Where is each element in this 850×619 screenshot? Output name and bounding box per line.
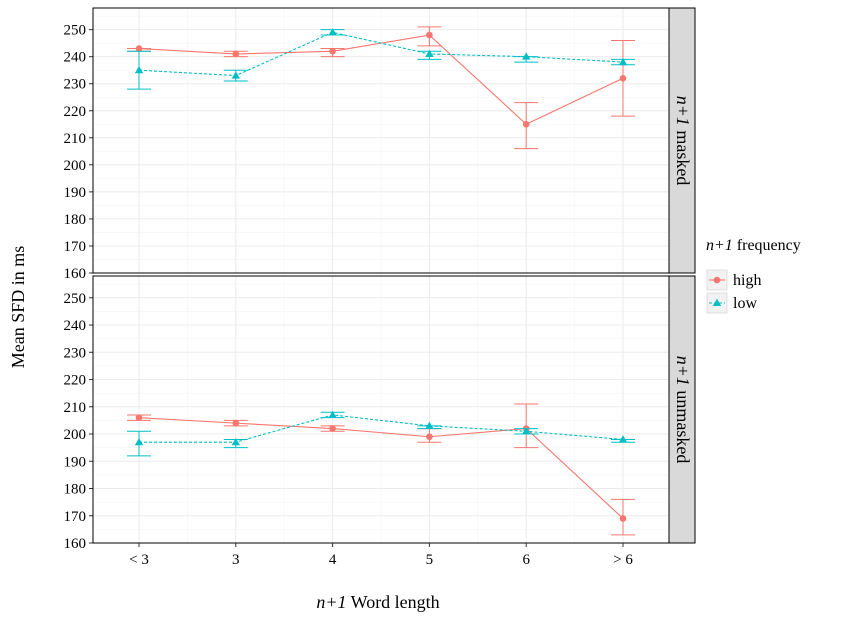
data-point-low bbox=[231, 437, 240, 446]
data-point-high bbox=[426, 433, 433, 441]
data-point-low bbox=[134, 437, 144, 446]
legend-item-high: high bbox=[706, 269, 761, 291]
y-tick-label: 230 bbox=[64, 345, 87, 361]
x-tick-label: 5 bbox=[426, 552, 434, 568]
data-point-high bbox=[232, 419, 240, 427]
legend-title: n+1 frequency bbox=[706, 237, 801, 254]
strip-background bbox=[668, 275, 696, 544]
panel-0: 160 170 180 190 200 210 220 230 240 250 n+1 masked bbox=[64, 7, 696, 282]
y-tick-label: 170 bbox=[64, 239, 87, 255]
x-tick-label: < 3 bbox=[129, 552, 149, 568]
data-point-high bbox=[329, 425, 336, 432]
data-point-low bbox=[328, 410, 337, 418]
legend-label-low: low bbox=[733, 295, 757, 312]
data-point-low bbox=[231, 71, 240, 79]
x-axis-title-italic: n+1 bbox=[316, 592, 346, 612]
legend: n+1 frequency high low bbox=[706, 237, 801, 314]
data-point-high bbox=[329, 47, 336, 55]
y-tick-label: 180 bbox=[64, 482, 87, 498]
legend-title-italic: n+1 bbox=[706, 237, 733, 254]
data-point-low bbox=[522, 427, 531, 435]
data-point-high bbox=[135, 414, 143, 421]
legend-label-high: high bbox=[733, 272, 761, 289]
data-point-high bbox=[426, 31, 433, 39]
data-point-low bbox=[618, 435, 628, 443]
y-tick-label: 190 bbox=[64, 185, 87, 201]
x-tick-label: 3 bbox=[232, 552, 240, 568]
x-tick-label: 4 bbox=[329, 552, 337, 568]
strip-label-rest: masked bbox=[673, 126, 693, 185]
y-tick-label: 250 bbox=[64, 23, 87, 39]
legend-item-low: low bbox=[706, 292, 757, 314]
strip-background bbox=[668, 7, 696, 274]
strip-label-italic: n+1 bbox=[673, 96, 693, 126]
series-line-low bbox=[138, 31, 624, 77]
series-line-high bbox=[138, 417, 624, 519]
data-point-high bbox=[135, 45, 143, 52]
x-tick-label: > 6 bbox=[613, 552, 633, 568]
y-axis-title: Mean SFD in ms bbox=[8, 246, 28, 369]
y-tick-label: 230 bbox=[64, 77, 87, 93]
legend-title-rest: frequency bbox=[733, 237, 801, 254]
panel-1: 160 170 180 190 200 210 220 230 240 250 n+1 unmask… bbox=[64, 275, 696, 552]
y-tick-label: 220 bbox=[64, 104, 87, 120]
y-tick-label: 240 bbox=[64, 50, 87, 66]
y-tick-label: 220 bbox=[64, 373, 87, 389]
y-tick-label: 190 bbox=[64, 454, 87, 470]
y-tick-label: 210 bbox=[64, 400, 87, 416]
y-tick-label: 240 bbox=[64, 318, 87, 334]
data-point-high bbox=[522, 120, 530, 128]
y-tick-label: 200 bbox=[64, 158, 87, 174]
strip-label: n+1 unmasked bbox=[673, 356, 693, 464]
y-tick-label: 250 bbox=[64, 291, 87, 307]
data-point-low bbox=[425, 49, 434, 57]
series-line-low bbox=[139, 414, 624, 443]
y-tick-label: 160 bbox=[64, 536, 87, 552]
strip-label: n+1 masked bbox=[673, 96, 693, 186]
data-point-high bbox=[619, 75, 627, 82]
legend-key-marker bbox=[713, 276, 721, 284]
legend-key-marker bbox=[712, 298, 722, 306]
data-point-low bbox=[522, 52, 531, 60]
y-tick-label: 170 bbox=[64, 509, 87, 525]
y-tick-label: 160 bbox=[64, 266, 87, 282]
data-point-low bbox=[134, 65, 144, 74]
x-axis-title: n+1 Word length bbox=[316, 592, 439, 612]
data-point-low bbox=[618, 57, 628, 66]
x-axis-title-rest: Word length bbox=[346, 592, 439, 612]
panels-layer: 160 170 180 190 200 210 220 230 240 250 n+1 masked… bbox=[64, 7, 696, 568]
y-tick-label: 210 bbox=[64, 131, 87, 147]
x-tick-label: 6 bbox=[522, 552, 530, 568]
strip-label-italic: n+1 bbox=[673, 356, 693, 386]
strip-label-rest: unmasked bbox=[673, 386, 693, 463]
data-point-low bbox=[425, 421, 434, 429]
data-point-high bbox=[232, 50, 240, 58]
data-point-high bbox=[619, 515, 627, 522]
y-tick-label: 180 bbox=[64, 212, 87, 228]
data-point-low bbox=[328, 28, 337, 36]
y-tick-label: 200 bbox=[64, 427, 87, 443]
